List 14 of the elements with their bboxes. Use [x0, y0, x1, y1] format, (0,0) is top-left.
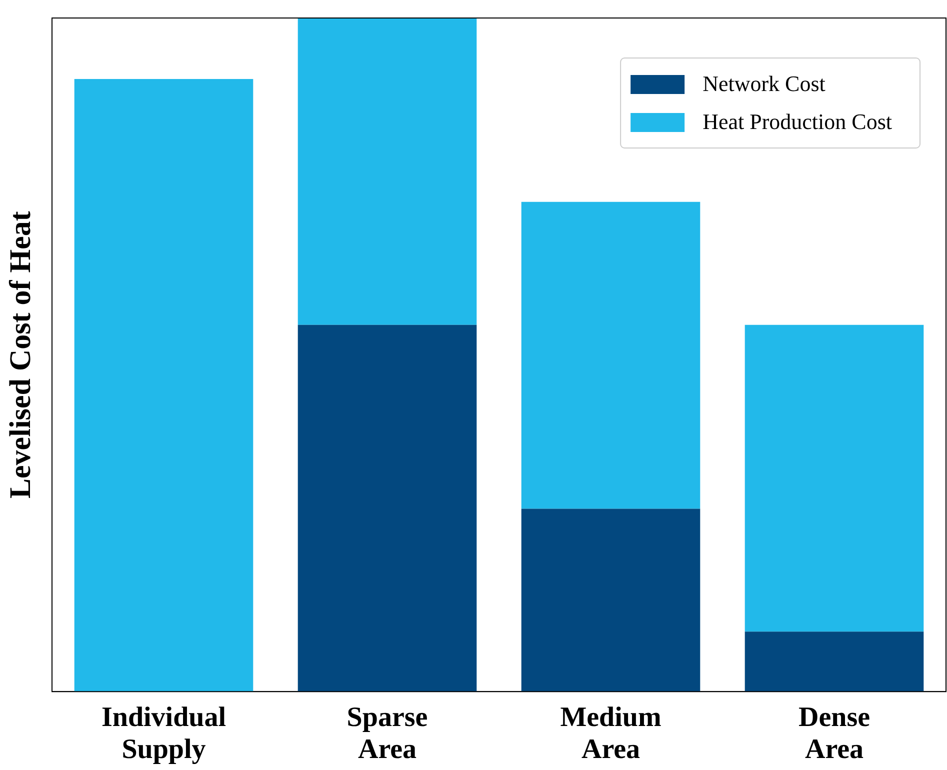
bar	[521, 202, 700, 509]
bar	[74, 78, 254, 692]
bar	[744, 632, 924, 692]
x-tick-label: Medium Area	[560, 702, 662, 766]
bar	[298, 18, 477, 325]
x-tick-label: Individual Supply	[101, 702, 226, 766]
bar	[744, 324, 924, 632]
y-axis-title: Levelised Cost of Heat	[4, 211, 37, 499]
legend-label: Heat Production Cost	[702, 108, 892, 134]
bar	[298, 324, 477, 692]
x-tick-label: Dense Area	[798, 702, 870, 766]
bar	[521, 508, 700, 692]
x-tick-label: Sparse Area	[346, 702, 428, 766]
legend-label: Network Cost	[702, 70, 826, 96]
